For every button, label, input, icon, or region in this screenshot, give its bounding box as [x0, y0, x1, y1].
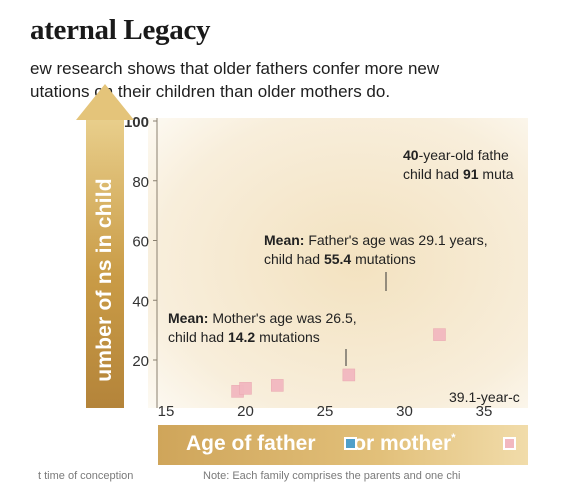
data-point-mother: [342, 368, 356, 382]
annotation-text: muta: [478, 166, 514, 182]
footnote-left: t time of conception: [38, 470, 134, 482]
annotation-text: child had: [403, 166, 463, 182]
legend-swatch-mother: [503, 437, 516, 450]
annotation-text: mutations: [351, 251, 416, 267]
annotation-bold: 40: [403, 147, 419, 163]
annotation-bold: 55.4: [323, 251, 352, 267]
annotation-text: Mother's age was 26.5,: [208, 310, 357, 326]
annotation-bold: Mean:: [264, 232, 305, 248]
right-edge-fade: [528, 100, 573, 483]
x-axis-label-mother: or mother: [353, 432, 452, 455]
y-axis-band: [86, 118, 124, 408]
x-tick-label: 25: [317, 403, 334, 420]
y-tick-label: 20: [132, 353, 149, 370]
legend-swatch-father: [344, 437, 357, 450]
annotation-text: mutations: [255, 329, 320, 345]
annotation-bold: 14.2: [227, 329, 256, 345]
annotation-text: Father's age was 29.1 years,: [304, 232, 488, 248]
x-tick-label: 15: [158, 403, 175, 420]
data-point-mother: [433, 328, 446, 341]
annotation-father-mean: Mean: Father's age was 29.1 years, child…: [264, 231, 488, 269]
x-axis-label-asterisk: *: [451, 432, 456, 444]
x-ticks: 15 20 25 30 35: [158, 403, 493, 420]
annotation-bold: Mean:: [168, 310, 209, 326]
plot-background: [148, 118, 528, 408]
y-tick-label: 60: [132, 234, 149, 251]
y-tick-label: 80: [132, 174, 149, 191]
annotation-text: -year-old fathe: [418, 147, 509, 163]
y-axis-label: umber of ns in child: [93, 178, 116, 382]
x-axis-band: [158, 425, 528, 465]
annotation-bold: 91: [462, 166, 479, 182]
footnote-right: Note: Each family comprises the parents …: [203, 470, 461, 482]
annotation-text: child had: [264, 251, 324, 267]
x-tick-label: 20: [237, 403, 254, 420]
data-point-mother: [239, 382, 252, 395]
annotation-mother-mean: Mean: Mother's age was 26.5, child had 1…: [168, 309, 357, 347]
data-point-mother: [271, 379, 284, 392]
subtitle-line-1: ew research shows that older fathers con…: [30, 59, 440, 78]
x-axis-label-father: Age of father: [186, 432, 316, 455]
x-axis-label: Age of father or mother*: [186, 432, 456, 456]
annotation-father-40: 40-year-old fathe child had 91 muta: [403, 146, 514, 184]
annotation-father-39: 39.1-year-c: [449, 389, 520, 405]
chart-title: aternal Legacy: [30, 14, 211, 46]
y-tick-label: 40: [132, 293, 149, 310]
x-tick-label: 35: [476, 403, 493, 420]
annotation-leaders: [345, 272, 387, 366]
annotation-text: child had: [168, 329, 228, 345]
y-axis-arrow: [76, 84, 134, 120]
data-points: [231, 328, 446, 398]
x-tick-label: 30: [396, 403, 413, 420]
